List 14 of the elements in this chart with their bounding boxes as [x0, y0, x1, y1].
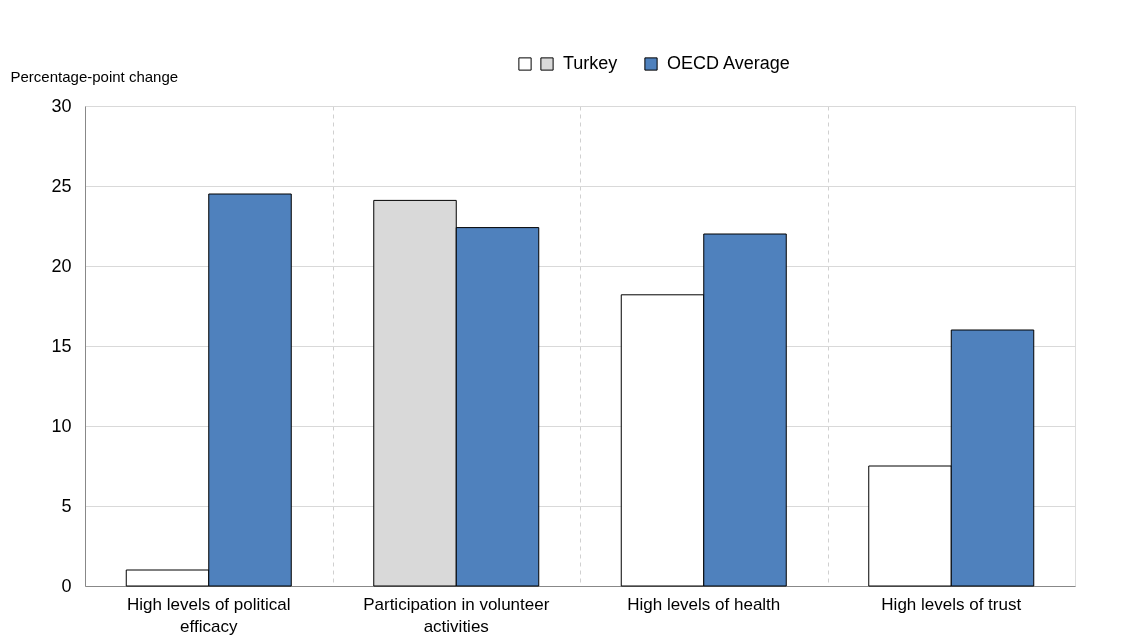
y-tick-label: 25	[51, 175, 72, 196]
x-tick-label: Participation in volunteer activities	[363, 594, 550, 636]
y-tick-label: 0	[61, 575, 72, 596]
x-tick-label: High levels of health	[627, 594, 781, 614]
legend-label: OECD Average	[667, 53, 790, 73]
legend-label: Turkey	[563, 53, 618, 73]
y-axis-title: Percentage-point change	[10, 67, 179, 85]
y-tick-label: 15	[51, 335, 72, 356]
x-tick-label: High levels of trust	[881, 594, 1022, 614]
y-tick-label: 20	[51, 255, 72, 276]
x-tick-label: High levels of political efficacy	[127, 594, 291, 636]
y-tick-label: 5	[61, 495, 72, 516]
y-tick-label: 10	[51, 415, 72, 436]
y-tick-label: 30	[51, 95, 72, 116]
